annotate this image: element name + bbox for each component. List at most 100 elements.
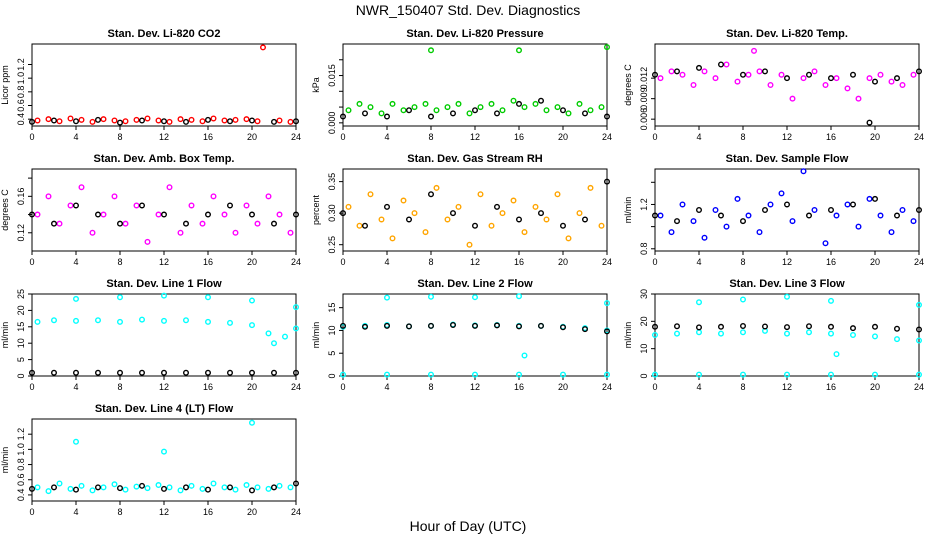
- x-tick-label: 20: [870, 382, 880, 392]
- y-tick-label: 0.006: [639, 108, 649, 131]
- data-point: [894, 75, 901, 82]
- data-point: [740, 322, 747, 329]
- data-point: [877, 71, 884, 78]
- data-point: [894, 336, 901, 343]
- x-tick-label: 16: [826, 382, 836, 392]
- data-point: [679, 71, 686, 78]
- x-tick-label: 4: [73, 257, 78, 267]
- data-point: [210, 193, 217, 200]
- plot-frame: [654, 43, 920, 127]
- x-tick-label: 20: [870, 257, 880, 267]
- data-point: [652, 323, 659, 330]
- data-point: [576, 100, 583, 107]
- data-point: [51, 117, 58, 124]
- data-point: [72, 486, 79, 493]
- data-point: [472, 222, 479, 229]
- data-point: [254, 220, 261, 227]
- data-point: [138, 369, 145, 376]
- data-point: [243, 482, 250, 489]
- x-tick-label: 16: [826, 257, 836, 267]
- data-point: [293, 369, 300, 376]
- panel-8: Stan. Dev. Line 2 Flow ml/min 0 4 8 12 16 20 24 0…: [311, 278, 612, 392]
- y-tick-label: 1.2: [639, 198, 649, 211]
- data-point: [428, 191, 435, 198]
- data-point: [116, 318, 123, 325]
- data-point: [34, 117, 41, 124]
- data-point: [138, 117, 145, 124]
- data-point: [767, 201, 774, 208]
- data-point: [378, 110, 385, 117]
- data-point: [674, 330, 681, 337]
- data-point: [29, 211, 36, 218]
- data-point: [828, 330, 835, 337]
- data-point: [122, 220, 129, 227]
- data-point: [29, 369, 36, 376]
- data-point: [94, 211, 101, 218]
- data-point: [784, 75, 791, 82]
- y-tick-label: 1.0: [16, 72, 26, 85]
- data-point: [89, 229, 96, 236]
- data-point: [406, 323, 413, 330]
- x-tick-label: 24: [602, 132, 612, 142]
- data-point: [828, 297, 835, 304]
- data-point: [828, 75, 835, 82]
- data-point: [406, 216, 413, 223]
- x-tick-label: 20: [247, 507, 257, 517]
- x-tick-label: 8: [740, 257, 745, 267]
- data-point: [472, 294, 479, 301]
- data-point: [718, 61, 725, 68]
- y-tick-label: 0.8: [639, 243, 649, 256]
- data-point: [160, 211, 167, 218]
- x-tick-label: 20: [247, 132, 257, 142]
- data-point: [356, 100, 363, 107]
- data-point: [888, 229, 895, 236]
- data-point: [916, 68, 923, 75]
- data-point: [756, 68, 763, 75]
- data-point: [362, 323, 369, 330]
- data-point: [78, 184, 85, 191]
- data-point: [34, 318, 41, 325]
- x-tick-label: 12: [470, 382, 480, 392]
- y-tick-label: 1.2: [16, 428, 26, 441]
- data-point: [400, 197, 407, 204]
- x-tick-label: 0: [340, 382, 345, 392]
- data-point: [155, 211, 162, 218]
- data-point: [226, 319, 233, 326]
- x-tick-label: 16: [203, 382, 213, 392]
- data-point: [204, 116, 211, 123]
- x-tick-label: 0: [340, 132, 345, 142]
- data-point: [356, 222, 363, 229]
- data-point: [182, 317, 189, 324]
- data-point: [271, 340, 278, 347]
- y-tick-label: 0.25: [327, 236, 337, 254]
- data-point: [166, 184, 173, 191]
- data-point: [674, 323, 681, 330]
- data-point: [466, 110, 473, 117]
- data-point: [444, 216, 451, 223]
- data-point: [850, 332, 857, 339]
- data-point: [866, 119, 873, 126]
- plot-frame: [654, 168, 920, 252]
- data-point: [516, 323, 523, 330]
- x-tick-label: 8: [117, 257, 122, 267]
- data-point: [428, 293, 435, 300]
- data-point: [204, 211, 211, 218]
- x-tick-label: 8: [117, 507, 122, 517]
- data-point: [160, 118, 167, 125]
- panel-title: Stan. Dev. Line 2 Flow: [417, 278, 533, 290]
- data-point: [745, 71, 752, 78]
- data-point: [221, 484, 228, 491]
- data-point: [254, 118, 261, 125]
- data-point: [94, 484, 101, 491]
- data-point: [100, 116, 107, 123]
- data-point: [182, 484, 189, 491]
- data-point: [177, 229, 184, 236]
- data-point: [67, 115, 74, 122]
- data-point: [510, 97, 517, 104]
- data-point: [877, 212, 884, 219]
- data-point: [293, 304, 300, 311]
- data-point: [243, 116, 250, 123]
- data-point: [293, 211, 300, 218]
- data-point: [872, 323, 879, 330]
- y-tick-label: 10: [327, 325, 337, 335]
